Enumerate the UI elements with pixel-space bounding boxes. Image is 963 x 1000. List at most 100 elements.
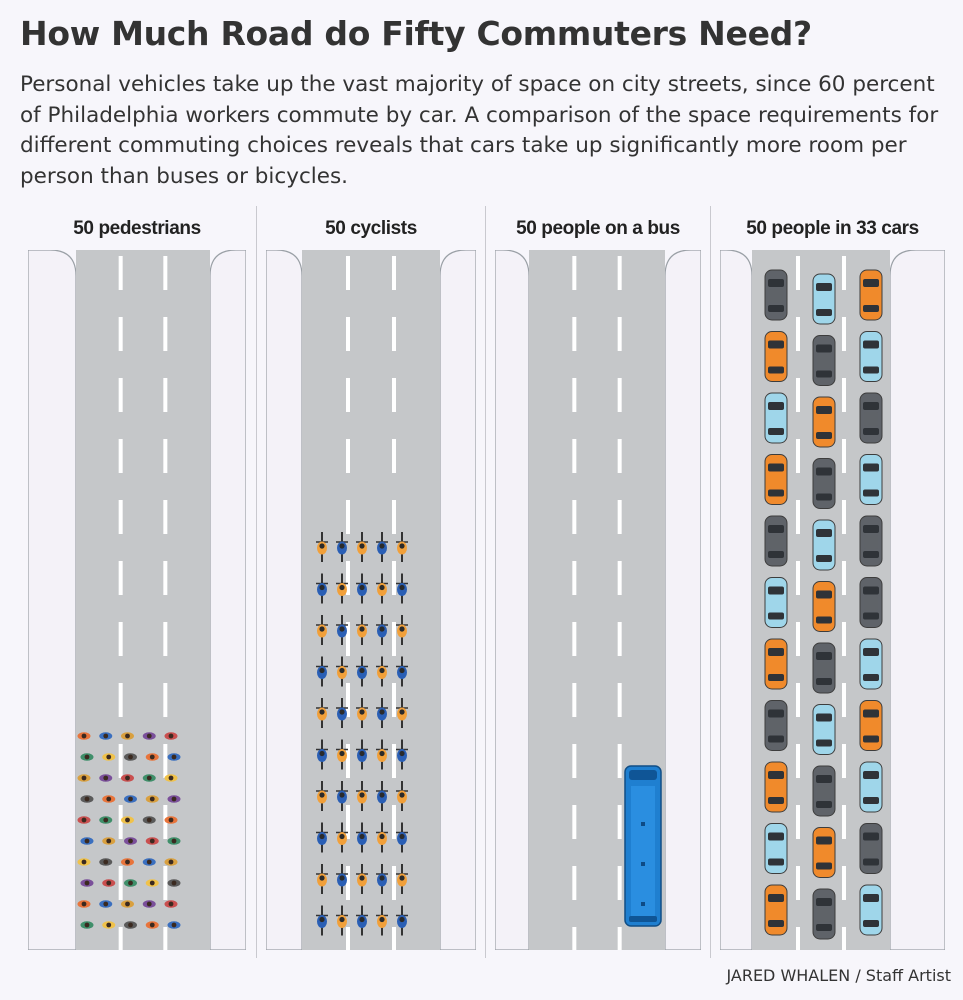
cyclist-icon	[356, 822, 368, 853]
car-icon	[812, 642, 836, 694]
cyclist-icon	[356, 615, 368, 645]
lane-marking	[796, 500, 800, 534]
lane-marking	[572, 866, 577, 900]
lane-marking	[617, 927, 622, 950]
car-icon	[859, 515, 883, 567]
lane-marking	[796, 317, 800, 351]
lane-marking	[118, 744, 123, 778]
cyclist-icon	[356, 781, 368, 811]
cyclist-icon	[376, 532, 388, 562]
pedestrian-icon	[99, 732, 113, 740]
car-icon	[859, 392, 883, 444]
road-cyclists	[266, 250, 476, 950]
cyclist-icon	[336, 822, 348, 853]
cyclist-icon	[316, 822, 328, 853]
panel-label-pedestrians: 50 pedestrians	[73, 218, 201, 239]
car-icon	[812, 827, 836, 878]
road-base	[495, 250, 701, 950]
lane-marking	[572, 317, 577, 351]
cyclist-icon	[316, 532, 328, 562]
car-icon	[859, 331, 883, 382]
lane-marking	[346, 561, 350, 595]
lane-marking	[572, 561, 577, 595]
lane-marking	[392, 927, 396, 950]
car-icon	[764, 454, 788, 505]
cyclist-icon	[396, 615, 408, 645]
pedestrian-icon	[102, 795, 116, 803]
pedestrian-icon	[167, 753, 181, 761]
cyclist-icon	[376, 739, 388, 770]
road-surface	[76, 250, 210, 950]
lane-marking	[346, 866, 350, 900]
pedestrian-icon	[145, 879, 159, 887]
lane-marking	[118, 805, 123, 839]
lane-marking	[392, 744, 396, 778]
lane-marking	[842, 561, 846, 595]
pedestrian-icon	[99, 774, 113, 782]
cyclist-icon	[336, 573, 348, 604]
pedestrian-icon	[124, 879, 137, 887]
sidewalk-right	[209, 250, 246, 950]
pedestrian-icon	[77, 732, 91, 740]
lane-marking	[118, 683, 123, 717]
cyclist-icon	[376, 864, 388, 894]
car-icon	[764, 577, 788, 628]
lane-marking	[796, 744, 800, 778]
lane-marking	[617, 439, 622, 473]
lane-marking	[163, 805, 168, 839]
pedestrian-icon	[167, 795, 181, 803]
lane-marking	[842, 622, 846, 656]
cyclist-icon	[316, 864, 328, 894]
lane-marking	[392, 805, 396, 839]
cyclist-icon	[356, 864, 368, 894]
cyclist-icon	[376, 615, 388, 645]
pedestrian-icon	[80, 921, 94, 929]
lane-marking	[617, 744, 622, 778]
road-base	[28, 250, 246, 950]
lane-marking	[572, 500, 577, 534]
pedestrian-icon	[80, 795, 94, 803]
pedestrian-group	[77, 732, 181, 929]
pedestrian-icon	[121, 774, 134, 782]
car-icon	[812, 273, 836, 325]
pedestrian-icon	[142, 816, 156, 824]
car-icon	[764, 331, 788, 382]
cyclist-icon	[316, 905, 328, 936]
lane-marking	[392, 561, 396, 595]
lane-marking	[346, 500, 350, 534]
lane-marking	[796, 622, 800, 656]
road-cars	[720, 250, 945, 950]
cyclist-icon	[396, 822, 408, 853]
cyclist-icon	[356, 739, 368, 770]
lane-marking	[163, 866, 168, 900]
pedestrian-icon	[145, 795, 159, 803]
sidewalk-left	[495, 250, 530, 950]
lane-marking	[572, 927, 577, 950]
lane-marking	[163, 378, 168, 412]
pedestrian-icon	[124, 753, 137, 761]
lane-marking	[392, 439, 396, 473]
lane-marking	[392, 500, 396, 534]
lane-marking	[842, 378, 846, 412]
cyclist-icon	[376, 822, 388, 853]
car-icon	[764, 761, 788, 813]
lane-marking	[346, 622, 350, 656]
car-icon	[859, 577, 883, 628]
lane-marking	[392, 622, 396, 656]
pedestrian-icon	[124, 795, 137, 803]
lane-marking	[163, 439, 168, 473]
lane-marking	[118, 622, 123, 656]
lane-marking	[842, 683, 846, 717]
lane-marking	[842, 927, 846, 950]
lane-marking	[796, 561, 800, 595]
pedestrian-icon	[99, 858, 113, 866]
cyclist-group	[316, 532, 408, 936]
pedestrian-icon	[77, 900, 91, 908]
pedestrian-icon	[102, 753, 116, 761]
pedestrian-icon	[77, 816, 91, 824]
pedestrian-icon	[167, 921, 181, 929]
lane-marking	[842, 317, 846, 351]
panel-bus: 50 people on a bus	[495, 206, 701, 958]
cyclist-icon	[336, 698, 348, 728]
cyclist-icon	[356, 905, 368, 936]
